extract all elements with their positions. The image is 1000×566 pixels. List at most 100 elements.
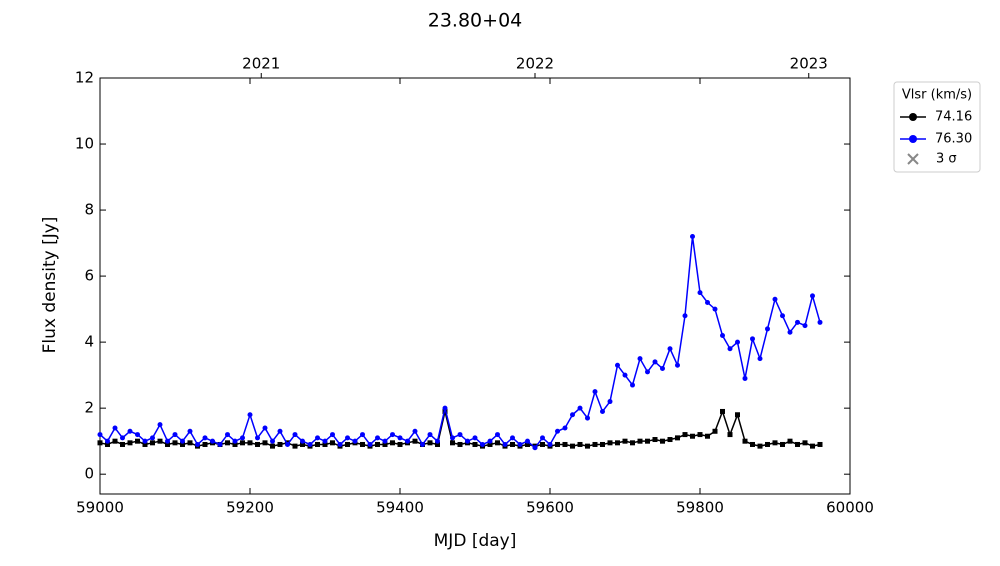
- point: [165, 441, 170, 447]
- point: [690, 233, 695, 239]
- point: [720, 408, 725, 414]
- point: [172, 440, 178, 446]
- legend-marker: [909, 135, 917, 143]
- point: [562, 441, 568, 447]
- point: [510, 441, 515, 447]
- point: [817, 319, 823, 325]
- legend-threshold: [907, 153, 919, 165]
- point: [142, 438, 148, 444]
- point: [345, 435, 350, 441]
- point: [210, 438, 215, 444]
- point: [735, 339, 740, 345]
- point: [622, 438, 628, 444]
- point: [112, 425, 118, 431]
- point: [577, 441, 583, 447]
- point: [675, 362, 680, 368]
- point: [165, 438, 170, 444]
- legend-label: 74.16: [935, 110, 972, 125]
- point: [682, 313, 688, 319]
- point: [127, 440, 133, 446]
- legend-box: [893, 81, 981, 173]
- point: [217, 441, 223, 447]
- point: [127, 428, 133, 434]
- point: [412, 438, 418, 444]
- point: [300, 438, 305, 444]
- point: [652, 437, 658, 443]
- point: [645, 438, 650, 444]
- point: [232, 441, 238, 447]
- point: [525, 441, 530, 447]
- point: [457, 432, 463, 438]
- point: [472, 435, 478, 441]
- point: [712, 428, 718, 434]
- point: [315, 435, 320, 441]
- point: [735, 412, 740, 418]
- point: [727, 432, 733, 438]
- point: [345, 441, 350, 447]
- point: [517, 441, 523, 447]
- legend-x-marker: [907, 153, 919, 165]
- chart-title: 23.80+04: [428, 10, 523, 32]
- point: [330, 440, 335, 446]
- point: [592, 389, 598, 395]
- point: [292, 443, 298, 449]
- legend-marker: [909, 113, 917, 121]
- point: [150, 435, 155, 441]
- point: [615, 440, 620, 446]
- point: [315, 441, 320, 447]
- point: [442, 405, 448, 411]
- point: [787, 438, 793, 444]
- point: [135, 432, 140, 438]
- point: [420, 441, 425, 447]
- point: [240, 440, 245, 446]
- point: [615, 362, 620, 368]
- y-tick-label: 8: [84, 201, 94, 219]
- point: [795, 441, 800, 447]
- point: [135, 438, 140, 444]
- point: [795, 319, 800, 325]
- point: [705, 300, 710, 306]
- y-tick-label: 0: [84, 465, 94, 483]
- point: [390, 440, 395, 446]
- point: [255, 441, 260, 447]
- point: [697, 290, 703, 296]
- point: [690, 433, 695, 439]
- legend-label: 76.30: [935, 132, 972, 147]
- point: [157, 438, 163, 444]
- point: [712, 306, 718, 312]
- point: [802, 323, 808, 329]
- point: [667, 437, 673, 443]
- x-tick-label: 59200: [226, 499, 274, 517]
- point: [817, 441, 823, 447]
- point: [382, 438, 388, 444]
- point: [142, 441, 148, 447]
- point: [172, 432, 178, 438]
- point: [585, 443, 590, 449]
- point: [247, 440, 253, 446]
- point: [307, 441, 313, 447]
- point: [540, 441, 545, 447]
- point: [457, 441, 463, 447]
- point: [622, 372, 628, 378]
- point: [120, 435, 125, 441]
- point: [577, 405, 583, 411]
- point: [630, 440, 635, 446]
- point: [97, 432, 103, 438]
- point: [555, 428, 560, 434]
- point: [435, 441, 440, 447]
- point: [780, 313, 785, 319]
- point: [352, 438, 358, 444]
- point: [607, 440, 613, 446]
- point: [637, 438, 643, 444]
- point: [810, 443, 815, 449]
- point: [195, 441, 200, 447]
- point: [382, 441, 388, 447]
- point: [630, 382, 635, 388]
- point: [412, 428, 418, 434]
- point: [652, 359, 658, 365]
- point: [495, 440, 500, 446]
- point: [727, 346, 733, 352]
- x-tick-label: 59000: [76, 499, 124, 517]
- point: [150, 440, 155, 446]
